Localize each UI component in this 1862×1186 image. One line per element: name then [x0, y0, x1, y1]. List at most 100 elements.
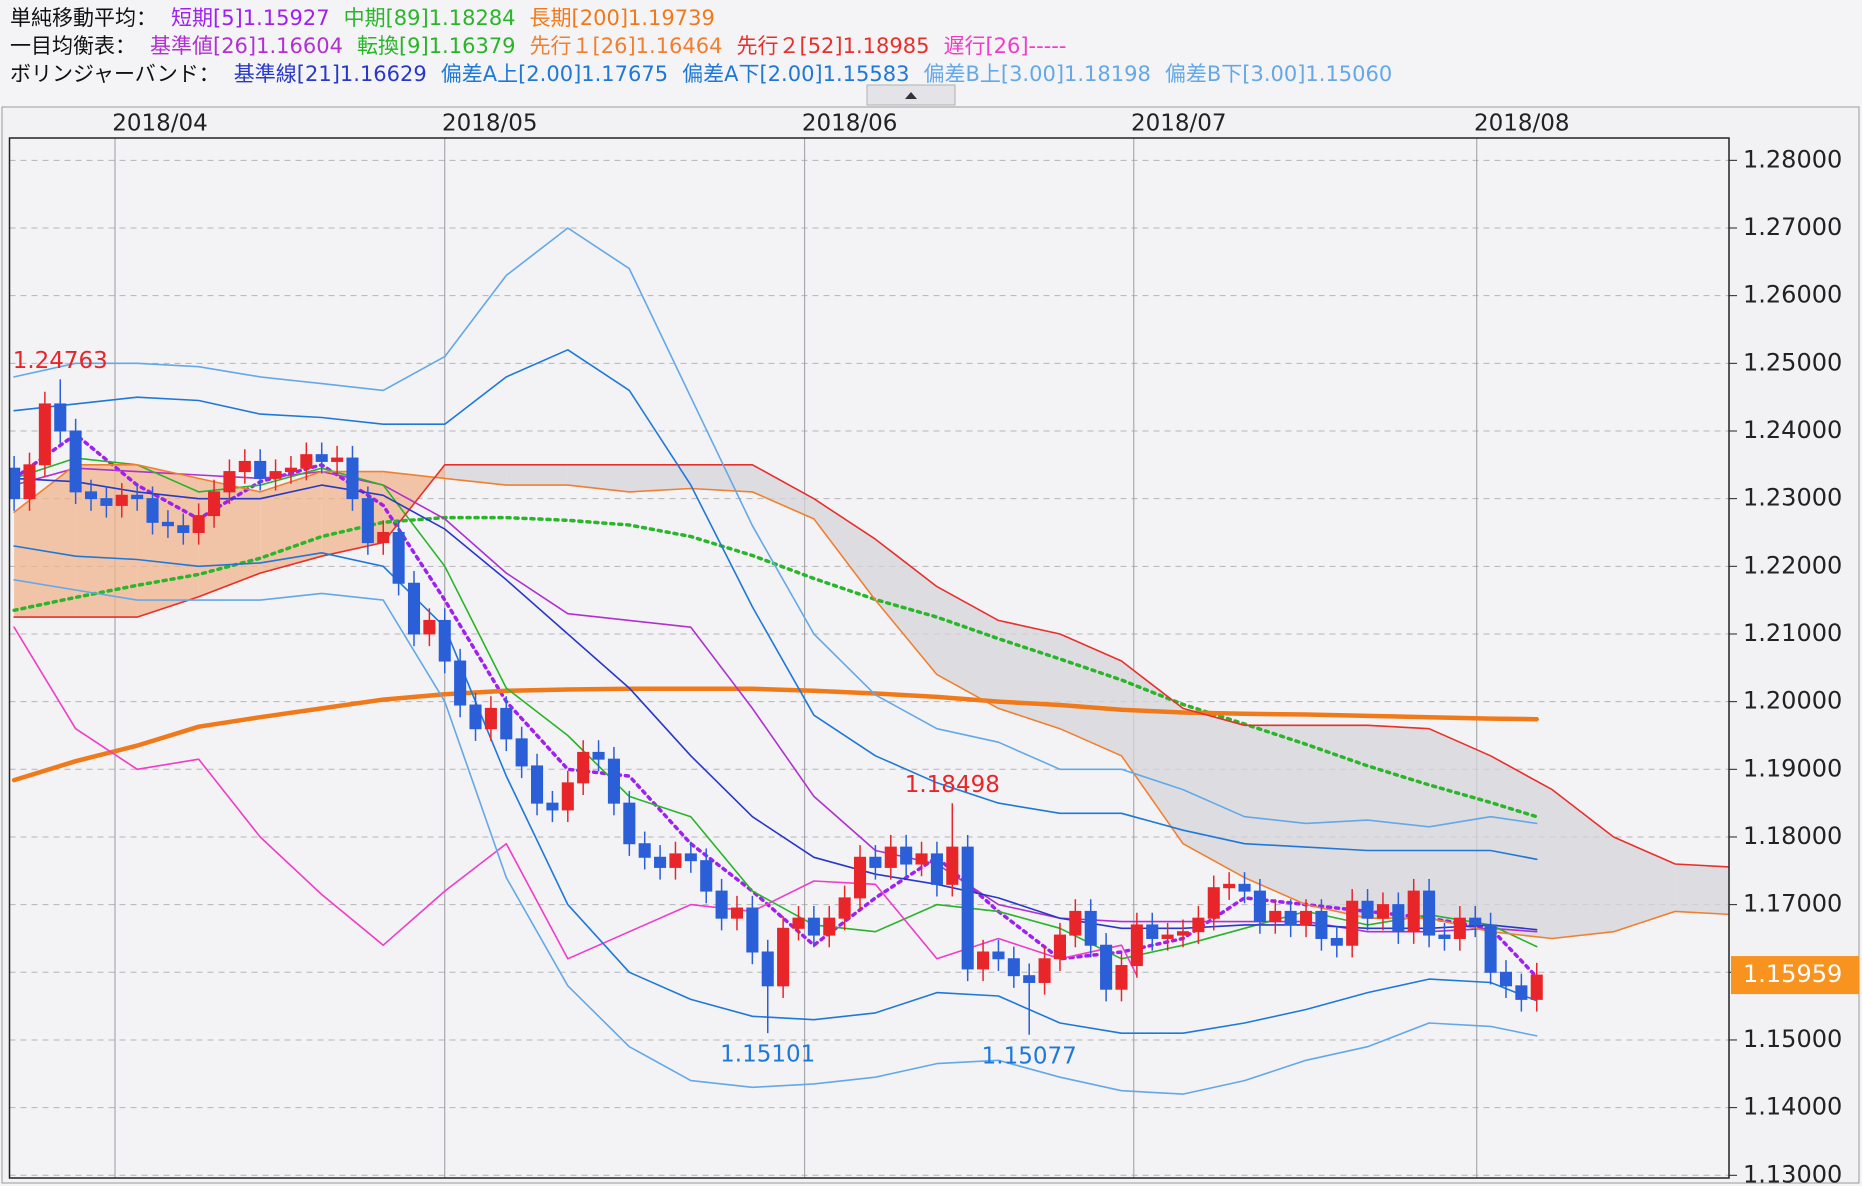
candle-body: [115, 494, 128, 506]
candle-body: [438, 619, 451, 662]
candle-body: [1238, 883, 1251, 892]
legend-item: 中期[89]1.18284: [343, 6, 516, 30]
indicator-line: [13, 464, 1729, 940]
legend-item: 先行２[52]1.18985: [736, 34, 930, 58]
candle-body: [192, 515, 205, 533]
cloud-segment: [567, 464, 630, 492]
candle-body: [730, 907, 744, 919]
x-tick-label: 2018/08: [1474, 111, 1570, 137]
candle-body: [792, 917, 805, 929]
candle-body: [361, 498, 374, 544]
y-tick-label: 1.25000: [1743, 348, 1842, 376]
candle-body: [638, 843, 651, 858]
indicator-line: [12, 432, 1539, 979]
y-tick-label: 1.22000: [1743, 551, 1842, 579]
legend-item: 偏差B下[3.00]1.15060: [1164, 62, 1393, 86]
collapse-tab[interactable]: [866, 84, 956, 106]
candle-body: [1499, 971, 1513, 987]
candle-body: [407, 582, 421, 635]
candle-body: [623, 802, 636, 845]
candle-body: [484, 707, 497, 730]
grid: [9, 138, 1729, 1178]
x-tick-label: 2018/05: [442, 111, 538, 137]
cloud-segment: [1244, 725, 1307, 905]
candle-body: [1530, 974, 1543, 1000]
legend-item: 先行１[26]1.16464: [529, 34, 723, 58]
plot-area: [9, 138, 1729, 1178]
candle-body: [315, 454, 328, 462]
y-tick-label: 1.26000: [1743, 281, 1842, 309]
candle-body: [1053, 934, 1067, 960]
legend: 単純移動平均： 短期[5]1.15927 中期[89]1.18284 長期[200]1…: [10, 4, 1406, 88]
candle-body: [1346, 900, 1359, 946]
x-tick-label: 2018/04: [112, 111, 208, 137]
y-tick-label: 1.17000: [1743, 890, 1842, 918]
candle-body: [1223, 883, 1236, 889]
y-tick-label: 1.15000: [1743, 1025, 1842, 1053]
candle-body: [392, 531, 405, 584]
candle-body: [900, 846, 913, 865]
candle-body: [700, 860, 713, 892]
candle-body: [131, 494, 144, 500]
indicator-line: [13, 626, 1138, 977]
candle-body: [515, 738, 528, 767]
candle-body: [146, 498, 159, 523]
candle-body: [300, 454, 313, 469]
candle-body: [930, 853, 943, 885]
candle-body: [423, 619, 436, 635]
candle-body: [1146, 924, 1159, 939]
cloud-segment: [1121, 661, 1184, 844]
candle-body: [1023, 975, 1036, 983]
indicator-line: [13, 579, 1538, 1095]
candle-body: [1100, 944, 1113, 990]
cloud-segment: [1367, 725, 1430, 919]
candle-body: [1115, 965, 1128, 990]
candle-body: [1484, 924, 1497, 973]
y-tick-label: 1.19000: [1743, 754, 1842, 782]
candle-body: [1423, 890, 1436, 936]
y-tick-label: 1.13000: [1743, 1160, 1842, 1186]
candle-body: [992, 951, 1005, 960]
legend-item: 偏差A上[2.00]1.17675: [440, 62, 669, 86]
cloud-segment: [936, 586, 999, 709]
cloud-segment: [260, 471, 322, 574]
legend-row: ボリンジャーバンド： 基準線[21]1.16629 偏差A上[2.00]1.1767…: [10, 60, 1406, 88]
candle-body: [561, 782, 574, 811]
cloud-segment: [1490, 755, 1553, 939]
candle-body: [23, 464, 36, 500]
candle-body: [823, 917, 836, 936]
legend-item: 基準線[21]1.16629: [233, 62, 427, 86]
indicator-line: [13, 545, 1538, 1034]
candle-body: [853, 856, 867, 899]
axes: 1.28000 1.27000 1.26000 1.25000 1.24000 1.230…: [112, 111, 1859, 1186]
cloud-segment: [690, 464, 753, 492]
candle-body: [1361, 900, 1374, 919]
candle-body: [1084, 910, 1097, 946]
legend-item: 偏差B上[3.00]1.18198: [923, 62, 1151, 86]
candle-body: [1438, 934, 1451, 939]
candle-body: [1407, 890, 1420, 933]
candle-body: [546, 802, 559, 811]
candle-body: [177, 525, 190, 533]
candle-body: [1392, 904, 1405, 933]
candle-body: [1300, 910, 1313, 926]
candle-body: [777, 927, 790, 987]
candle-body: [531, 765, 544, 804]
indicator-line: [12, 515, 1539, 819]
candle-body: [946, 846, 959, 885]
cloud-segment: [1675, 864, 1729, 915]
candle-body: [84, 491, 98, 500]
cloud-segment: [506, 464, 568, 486]
legend-item: 偏差A下[2.00]1.15583: [682, 62, 910, 86]
candle-body: [977, 951, 990, 970]
candle-body: [1130, 924, 1143, 967]
legend-row: 単純移動平均： 短期[5]1.15927 中期[89]1.18284 長期[200]1…: [10, 4, 1406, 32]
legend-group-label: 単純移動平均：: [10, 6, 157, 30]
candle-body: [284, 467, 297, 473]
legend-item: 長期[200]1.19739: [529, 6, 715, 30]
candle-body: [1515, 985, 1528, 1000]
candle-body: [1469, 917, 1482, 926]
plot-frame: [8, 137, 1730, 1179]
candle-body: [869, 856, 882, 868]
candle-body: [223, 471, 236, 493]
